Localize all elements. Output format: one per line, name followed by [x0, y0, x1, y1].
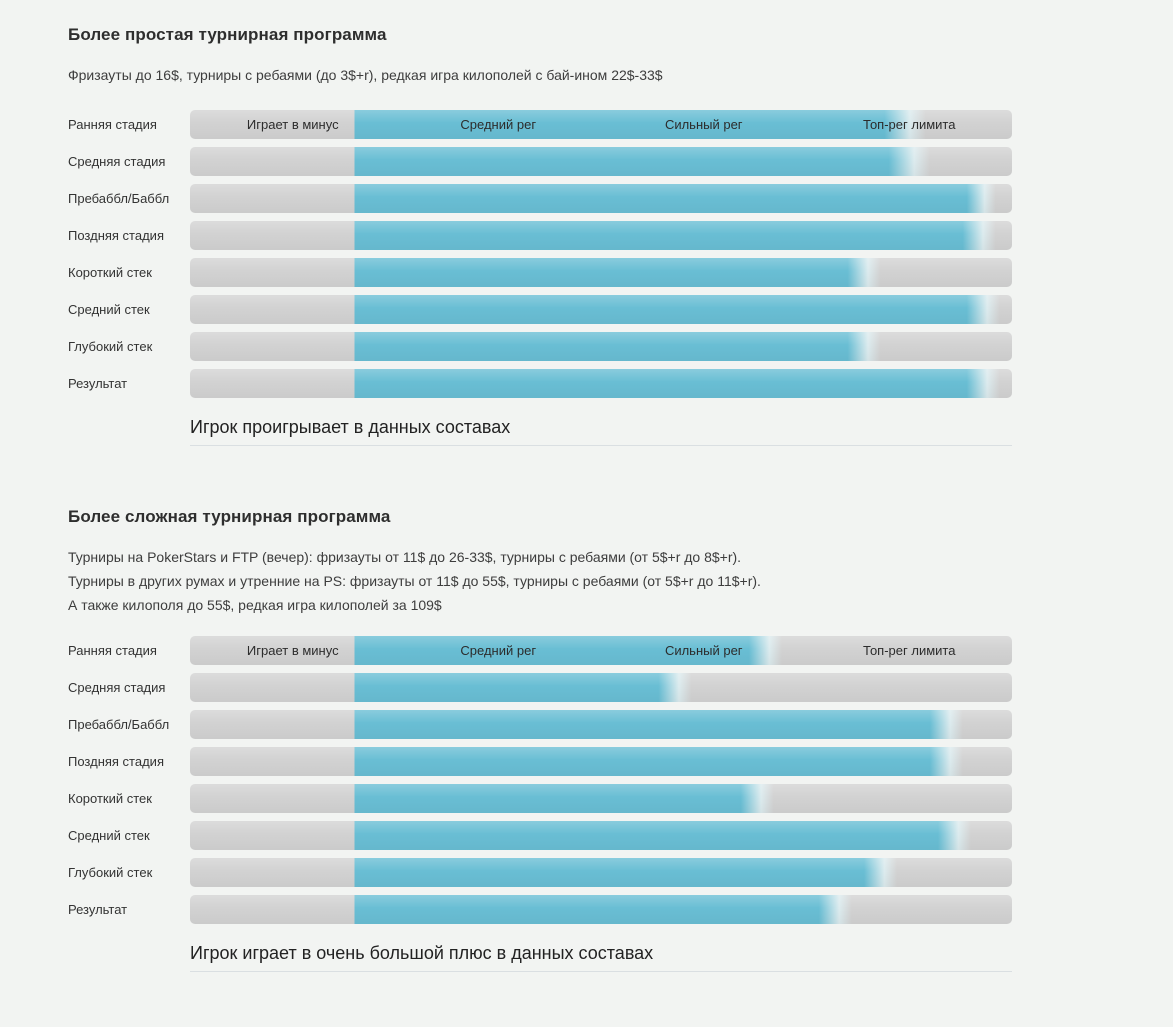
chart-row: Пребаббл/Баббл: [68, 184, 1173, 213]
chart-row: Глубокий стек: [68, 332, 1173, 361]
row-label: Поздняя стадия: [68, 754, 164, 769]
scale-label: Сильный рег: [664, 117, 743, 132]
chart-row: Короткий стек: [68, 258, 1173, 287]
skill-range-bar: [190, 184, 1012, 213]
scale-label: Играет в минус: [246, 643, 339, 658]
chart-row: Средний стек: [68, 821, 1173, 850]
section-subtitle: Турниры на PokerStars и FTP (вечер): фри…: [68, 545, 1173, 617]
row-label: Результат: [68, 902, 128, 917]
skill-chart-simple: Ранняя стадия Играет в минус Средний рег Си…: [68, 110, 1173, 398]
subtitle-line: Турниры в других румах и утренние на PS:…: [68, 573, 761, 589]
scale-label: Топ-рег лимита: [863, 117, 956, 132]
row-label: Средний стек: [68, 302, 150, 317]
chart-row: Короткий стек: [68, 784, 1173, 813]
skill-range-bar: [190, 821, 1012, 850]
row-label: Глубокий стек: [68, 865, 153, 880]
row-label: Короткий стек: [68, 791, 152, 806]
skill-range-bar: [190, 221, 1012, 250]
scale-label: Топ-рег лимита: [863, 643, 956, 658]
section-complex-program: Более сложная турнирная программа Турнир…: [68, 506, 1173, 972]
skill-range-bar: [190, 673, 1012, 702]
chart-row: Поздняя стадия: [68, 221, 1173, 250]
skill-range-bar: [190, 747, 1012, 776]
row-label: Поздняя стадия: [68, 228, 164, 243]
skill-range-bar: [190, 710, 1012, 739]
skill-range-bar: Играет в минус Средний рег Сильный рег Топ-…: [190, 110, 1012, 139]
scale-label: Средний рег: [460, 643, 537, 658]
skill-range-bar: [190, 258, 1012, 287]
skill-range-bar: [190, 895, 1012, 924]
subtitle-line: А также килополя до 55$, редкая игра кил…: [68, 597, 442, 613]
skill-range-bar: [190, 784, 1012, 813]
row-label: Ранняя стадия: [68, 643, 157, 658]
chart-row: Средняя стадия: [68, 147, 1173, 176]
divider: [190, 971, 1012, 972]
row-label: Пребаббл/Баббл: [68, 717, 170, 732]
row-label: Пребаббл/Баббл: [68, 191, 170, 206]
chart-row: Средняя стадия: [68, 673, 1173, 702]
section-title: Более сложная турнирная программа: [68, 507, 391, 526]
chart-row: Глубокий стек: [68, 858, 1173, 887]
skill-chart-complex: Ранняя стадия Играет в минус Средний рег Си…: [68, 636, 1173, 924]
page: Более простая турнирная программа Фризау…: [68, 24, 1173, 972]
skill-range-bar: [190, 147, 1012, 176]
chart-row: Ранняя стадия Играет в минус Средний рег Си…: [68, 636, 1173, 665]
chart-row: Ранняя стадия Играет в минус Средний рег Си…: [68, 110, 1173, 139]
chart-row: Пребаббл/Баббл: [68, 710, 1173, 739]
row-label: Результат: [68, 376, 128, 391]
chart-row: Поздняя стадия: [68, 747, 1173, 776]
scale-label: Играет в минус: [246, 117, 339, 132]
skill-range-bar: [190, 332, 1012, 361]
row-label: Средний стек: [68, 828, 150, 843]
skill-range-bar: [190, 295, 1012, 324]
chart-caption: Игрок играет в очень большой плюс в данн…: [190, 943, 654, 963]
row-label: Короткий стек: [68, 265, 152, 280]
row-label: Средняя стадия: [68, 154, 166, 169]
scale-label: Средний рег: [460, 117, 537, 132]
section-title: Более простая турнирная программа: [68, 25, 387, 44]
chart-caption: Игрок проигрывает в данных составах: [190, 417, 511, 437]
chart-row: Результат: [68, 895, 1173, 924]
row-label: Ранняя стадия: [68, 117, 157, 132]
scale-label: Сильный рег: [664, 643, 743, 658]
section-subtitle: Фризауты до 16$, турниры с ребаями (до 3…: [68, 63, 1173, 87]
section-simple-program: Более простая турнирная программа Фризау…: [68, 24, 1173, 446]
skill-range-bar: Играет в минус Средний рег Сильный рег Топ-…: [190, 636, 1012, 665]
subtitle-line: Фризауты до 16$, турниры с ребаями (до 3…: [68, 67, 663, 83]
chart-row: Результат: [68, 369, 1173, 398]
row-label: Глубокий стек: [68, 339, 153, 354]
subtitle-line: Турниры на PokerStars и FTP (вечер): фри…: [68, 549, 742, 565]
skill-range-bar: [190, 369, 1012, 398]
chart-row: Средний стек: [68, 295, 1173, 324]
skill-range-bar: [190, 858, 1012, 887]
divider: [190, 445, 1012, 446]
row-label: Средняя стадия: [68, 680, 166, 695]
